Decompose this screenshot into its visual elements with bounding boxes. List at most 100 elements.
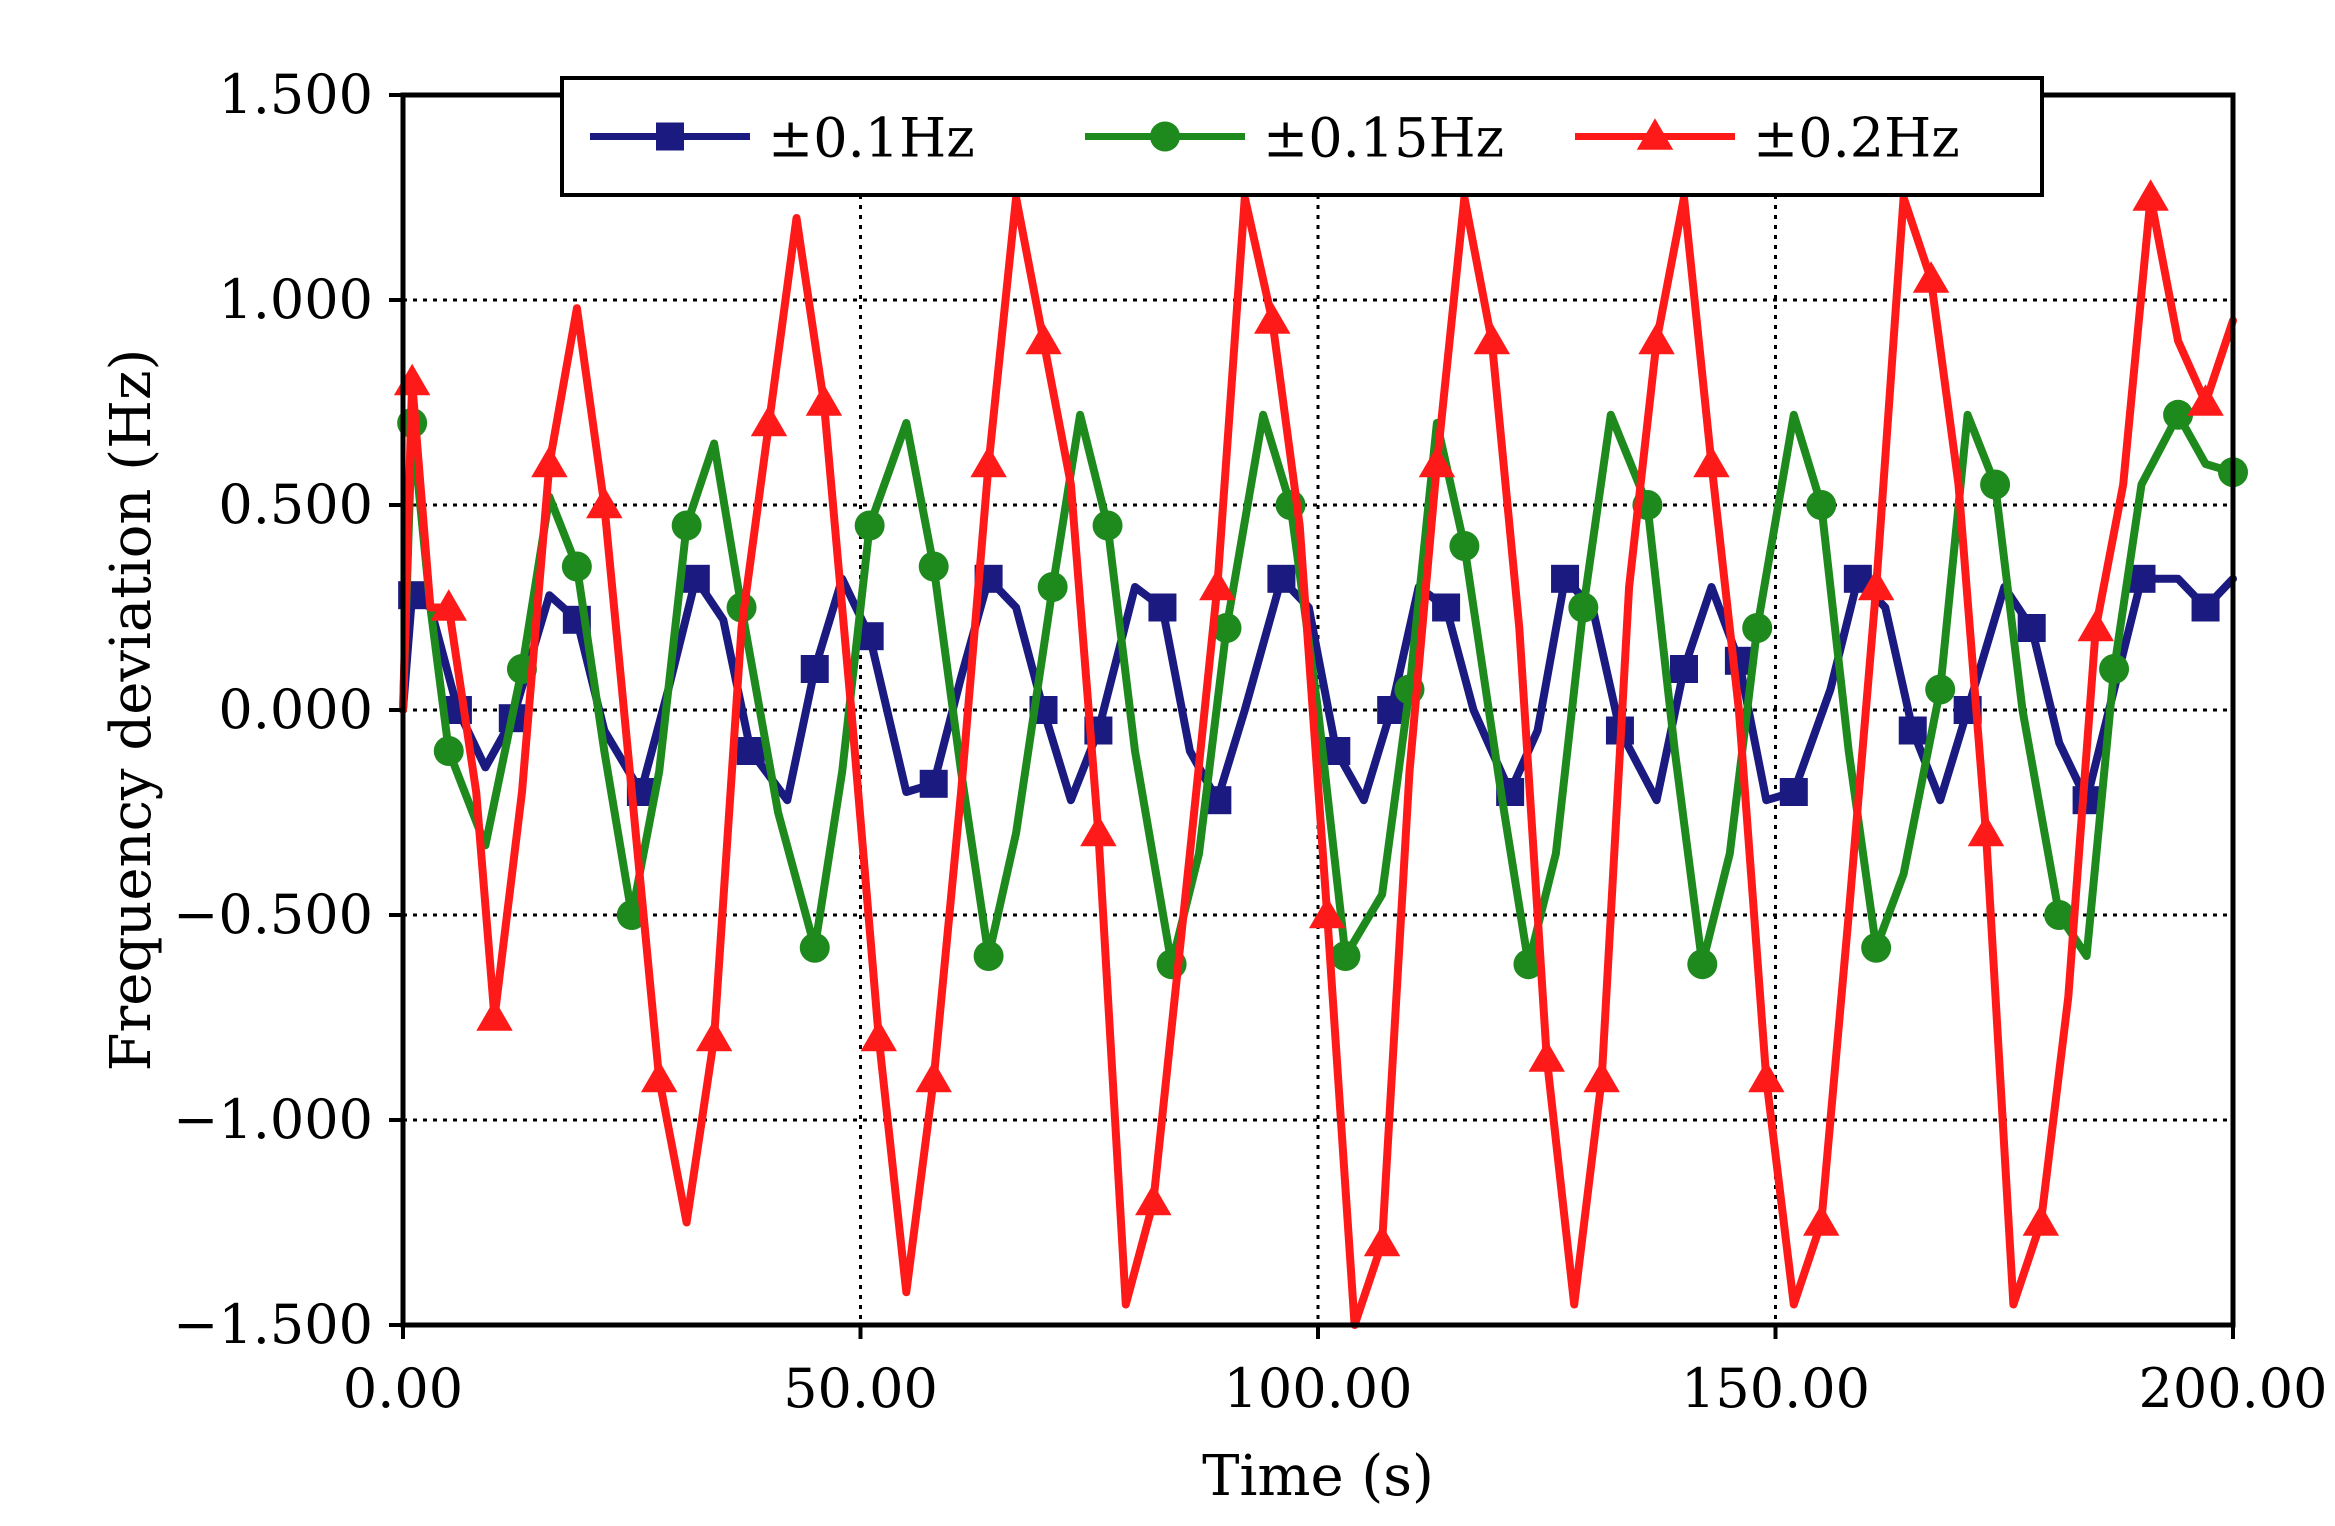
data-point <box>586 486 623 519</box>
data-point <box>1363 1224 1401 1257</box>
data-point <box>1687 949 1718 980</box>
legend-label: ±0.1Hz <box>768 107 975 170</box>
legend: ±0.1Hz ±0.15Hz ±0.2Hz <box>560 76 2044 197</box>
data-point <box>2022 1204 2060 1236</box>
x-tick-label: 0.00 <box>343 1357 463 1420</box>
data-point <box>1432 593 1461 622</box>
x-axis-ticks: 0.00 50.00 100.00 150.00 200.00 <box>343 1325 2328 1420</box>
y-tick-label: −1.000 <box>173 1088 373 1151</box>
data-point <box>1638 322 1675 355</box>
x-tick-label: 50.00 <box>783 1357 938 1420</box>
data-point <box>2017 614 2046 642</box>
data-point <box>476 999 513 1031</box>
legend-entry-1: ±0.1Hz <box>590 107 975 170</box>
data-point <box>1693 445 1730 478</box>
y-tick-label: 0.500 <box>218 473 373 536</box>
legend-marker <box>1636 118 1674 150</box>
data-point <box>2187 384 2224 416</box>
data-point <box>1449 531 1480 561</box>
data-point <box>640 1060 678 1093</box>
x-tick-label: 200.00 <box>2139 1357 2328 1420</box>
data-point <box>1912 261 1950 293</box>
series-line <box>399 193 2237 1329</box>
data-point <box>1092 510 1123 541</box>
data-point <box>1861 932 1892 963</box>
y-tick-label: 1.500 <box>218 63 373 126</box>
data-point <box>799 932 830 963</box>
data-point <box>918 551 949 582</box>
data-point <box>430 589 467 621</box>
data-point <box>433 736 464 766</box>
y-axis-ticks: 1.500 1.000 0.500 0.000 −0.500 −1.000 −1.500 <box>173 63 403 1356</box>
legend-box <box>560 76 2044 197</box>
legend-marker <box>1150 121 1180 152</box>
data-point <box>736 737 765 765</box>
data-point <box>1857 568 1895 601</box>
legend-label: ±0.2Hz <box>1753 107 1960 170</box>
data-point <box>750 404 788 437</box>
data-point <box>1330 941 1361 971</box>
data-point <box>1670 655 1698 683</box>
data-point <box>1925 674 1956 705</box>
data-point <box>1967 814 2005 847</box>
data-point <box>1980 469 2011 500</box>
y-tick-label: 1.000 <box>218 268 373 331</box>
data-point <box>1779 778 1808 806</box>
data-point <box>1742 613 1773 643</box>
data-point <box>970 445 1007 478</box>
data-point <box>1025 322 1062 355</box>
series-layer <box>393 179 2248 1329</box>
data-point <box>2191 593 2220 622</box>
data-point <box>1135 1183 1172 1216</box>
data-point <box>2163 399 2194 430</box>
legend-entry-3: ±0.2Hz <box>1575 107 1960 170</box>
series-3 <box>393 179 2237 1329</box>
data-point <box>1254 302 1291 334</box>
data-point <box>1806 490 1837 520</box>
data-point <box>1568 592 1599 623</box>
data-point <box>919 769 948 798</box>
data-point <box>1898 716 1927 745</box>
y-tick-label: −1.500 <box>173 1293 373 1356</box>
data-point <box>2077 609 2114 642</box>
data-point <box>1803 1204 1840 1236</box>
data-point <box>2132 179 2169 211</box>
data-point <box>1199 568 1236 601</box>
data-point <box>1037 572 1068 602</box>
data-point <box>1148 593 1177 622</box>
data-point <box>860 1019 898 1052</box>
y-tick-label: 0.000 <box>218 678 373 741</box>
data-point <box>1748 1060 1785 1093</box>
data-point <box>1211 613 1242 643</box>
data-point <box>531 445 568 478</box>
data-point <box>1528 1040 1565 1072</box>
data-point <box>695 1019 733 1052</box>
x-tick-label: 100.00 <box>1224 1357 1413 1420</box>
data-point <box>854 510 885 541</box>
data-point <box>1583 1060 1620 1093</box>
data-point <box>1551 564 1580 593</box>
legend-entry-2: ±0.15Hz <box>1085 107 1504 170</box>
data-point <box>681 564 710 593</box>
data-point <box>915 1060 952 1093</box>
data-point <box>2099 654 2130 684</box>
data-point <box>671 510 702 541</box>
data-point <box>973 941 1004 971</box>
legend-label: ±0.15Hz <box>1263 107 1504 170</box>
data-point <box>1267 564 1296 593</box>
y-tick-label: −0.500 <box>173 883 373 946</box>
x-tick-label: 150.00 <box>1681 1357 1870 1420</box>
data-point <box>1473 322 1511 355</box>
data-point <box>2044 900 2075 930</box>
data-point <box>800 655 829 683</box>
data-point <box>1513 949 1544 980</box>
data-point <box>1308 896 1346 929</box>
legend-marker <box>656 122 684 151</box>
data-point <box>1080 814 1117 847</box>
data-point <box>561 551 592 582</box>
x-axis-title: Time (s) <box>1202 1444 1434 1509</box>
y-axis-title: Frequency deviation (Hz) <box>99 349 164 1072</box>
data-point <box>805 384 843 416</box>
